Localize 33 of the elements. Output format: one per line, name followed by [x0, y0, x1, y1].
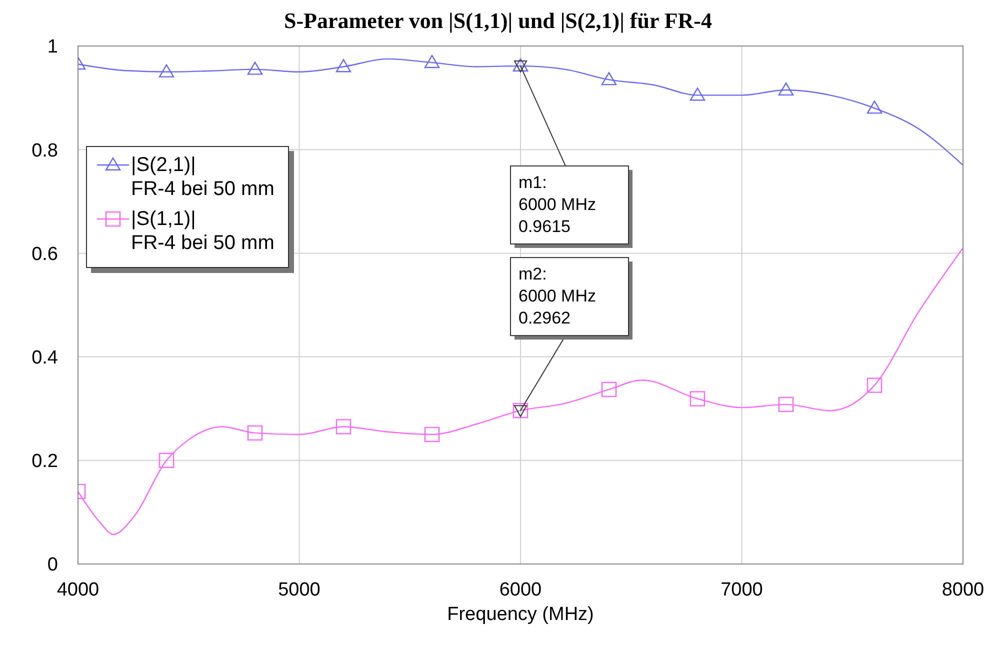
point: [247, 62, 263, 75]
x-tick-label: 7000: [720, 579, 763, 600]
y-tick-label: 0.6: [32, 244, 58, 265]
point: [247, 425, 263, 441]
annotation: m1: 6000 MHz 0.9615: [518, 172, 596, 236]
y-tick-label: 0.2: [32, 451, 58, 472]
chart-title: S-Parameter von |S(1,1)| und |S(2,1)| für FR-4: [283, 8, 713, 35]
point: [778, 82, 794, 96]
point: [158, 452, 174, 468]
point: [866, 100, 882, 114]
x-tick-label: 6000: [499, 579, 542, 600]
point: [690, 88, 706, 101]
point: [158, 64, 174, 78]
legend-label: |S(1,1)| FR-4 bei 50 mm: [131, 207, 274, 255]
point: [424, 426, 440, 442]
y-tick-label: 0: [47, 554, 58, 576]
point: [336, 419, 352, 434]
y-tick-label: 0.8: [32, 140, 58, 162]
point: [601, 382, 617, 398]
point: [336, 59, 352, 72]
y-tick-label: 1: [47, 36, 58, 58]
point: [601, 72, 617, 86]
point: [866, 378, 882, 393]
x-tick-label: 8000: [942, 579, 984, 600]
y-tick-label: 0.4: [32, 348, 58, 369]
point: [424, 54, 440, 68]
x-tick-label: 5000: [278, 579, 320, 600]
x-tick-label: 4000: [56, 579, 100, 600]
annotation: m2: 6000 MHz 0.2962: [518, 264, 596, 328]
point: [690, 391, 706, 406]
legend-label: |S(2,1)| FR-4 bei 50 mm: [131, 153, 274, 201]
x-axis-title: Frequency (MHz): [447, 604, 594, 625]
point: [778, 396, 794, 412]
